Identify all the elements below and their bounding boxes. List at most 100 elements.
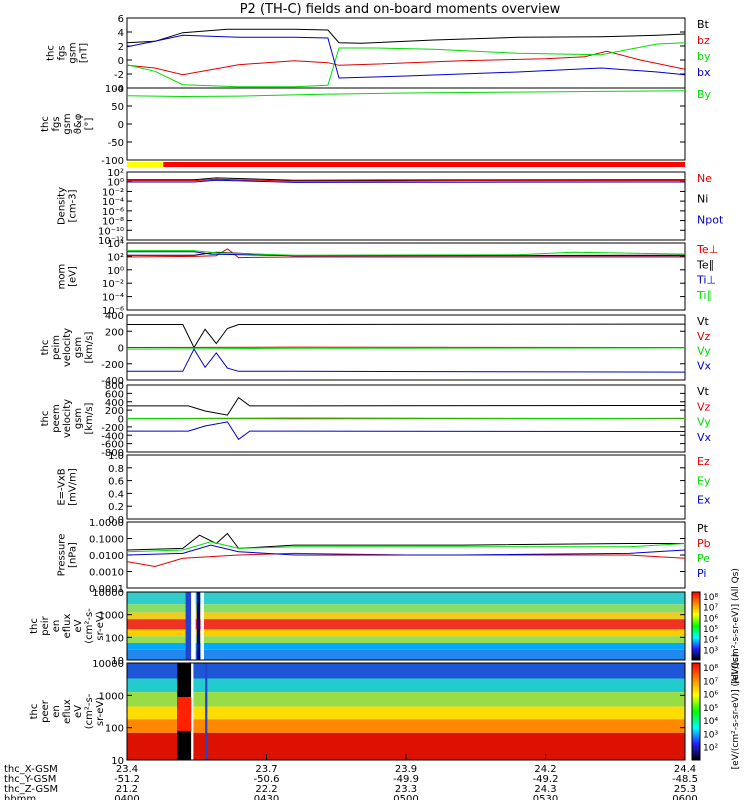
ion-spectrogram-column xyxy=(191,592,195,660)
ion-spectrogram-band xyxy=(127,619,685,629)
electron-spectrogram-ylabel: en xyxy=(51,705,62,718)
fgs-ylabel: [nT] xyxy=(79,43,90,63)
pressure-legend-Pi: Pi xyxy=(697,567,706,580)
electron-spectrogram-ytick-label: 100 xyxy=(105,724,124,735)
electron-velocity-ylabel: gsm xyxy=(73,408,84,429)
temperature-ytick-label: 10⁰ xyxy=(107,266,124,277)
colorbar-tick-label: 10⁶ xyxy=(703,614,718,624)
density-legend-Ne: Ne xyxy=(697,172,712,185)
ion-spectrogram-band xyxy=(127,612,685,619)
electron-velocity-legend-Vx: Vx xyxy=(697,431,712,444)
mode-bar-segment xyxy=(163,162,685,167)
density-legend-Ni: Ni xyxy=(697,193,708,206)
electron-velocity-legend-Vt: Vt xyxy=(697,385,710,398)
electron-spectrogram-cells xyxy=(127,663,685,760)
fgs-ytick-label: 6 xyxy=(118,14,124,25)
ion-spectrogram-ylabel: thc xyxy=(29,618,40,634)
electron-velocity-ylabel: [km/s] xyxy=(84,402,95,434)
fgs-ytick-label: 0 xyxy=(118,56,124,67)
pressure-ytick-label: 0.0100 xyxy=(89,551,124,562)
colorbar-tick-label: 10⁸ xyxy=(703,593,718,603)
colorbar-tick-label: 10⁸ xyxy=(703,664,718,674)
temperature-legend-Ti⊥: Ti⊥ xyxy=(696,274,716,287)
electron-velocity-legend-Vz: Vz xyxy=(697,400,711,413)
fgs-series-by xyxy=(127,43,685,87)
electron-spectrogram-ytick-label: 10000 xyxy=(92,659,124,670)
efield-legend-Ez: Ez xyxy=(697,455,710,468)
electron-spectrogram-column xyxy=(191,663,193,760)
x-axis-row-label: hhmm xyxy=(4,794,36,800)
colorbar-tick-label: 10³ xyxy=(703,730,718,740)
fgs-theta-ytick-label: -100 xyxy=(101,156,124,167)
electron-spectrogram-column xyxy=(205,663,207,760)
mode-bar-segment xyxy=(127,162,163,167)
fgs-ytick-label: 4 xyxy=(118,28,124,39)
ion-spectrogram-band xyxy=(127,636,685,643)
ion-spectrogram-column xyxy=(197,592,200,660)
electron-velocity-series-Vt xyxy=(127,398,685,416)
x-tick-label: 0600 xyxy=(672,794,697,800)
ion-spectrogram-band xyxy=(127,592,685,604)
electron-spectrogram-band xyxy=(127,692,685,707)
pressure-ytick-label: 1.0000 xyxy=(89,518,124,529)
electron-velocity-ylabel: peem xyxy=(51,404,62,432)
ion-velocity-ytick-label: 400 xyxy=(105,311,124,322)
ion-spectrogram-ylabel: eflux xyxy=(62,614,73,639)
temperature-legend-Te∥: Te∥ xyxy=(696,258,714,271)
electron-velocity-ylabel: thc xyxy=(40,411,51,427)
ion-spectrogram-band xyxy=(127,604,685,612)
electron-spectrogram-band xyxy=(127,707,685,720)
electron-spectrogram-ylabel: eflux xyxy=(62,699,73,724)
pressure-legend-Pe: Pe xyxy=(697,552,710,565)
ion-velocity-series-Vt xyxy=(127,324,685,347)
efield-ytick-label: 1.0 xyxy=(108,451,124,462)
colorbar-tick-label: 10⁵ xyxy=(703,625,718,635)
efield-ytick-label: 0.2 xyxy=(108,502,124,513)
electron-velocity-series-Vy xyxy=(127,418,685,419)
pressure-ylabel: Pressure xyxy=(57,534,68,577)
efield-ytick-label: 0.6 xyxy=(108,477,124,488)
ion-velocity-legend-Vy: Vy xyxy=(697,345,711,358)
density-ylabel: Density xyxy=(57,187,68,225)
efield-legend-Ex: Ex xyxy=(697,494,711,507)
electron-spectrogram-band xyxy=(127,679,685,693)
ion-spectrogram-band xyxy=(127,650,685,660)
electron-spectrogram-ylabel: thc xyxy=(29,704,40,720)
efield-ytick-label: 0.4 xyxy=(108,489,124,500)
efield-ylabel: E=-VxB xyxy=(57,468,68,505)
colorbar-tick-label: 10⁷ xyxy=(703,677,718,687)
fgs-theta-frame xyxy=(127,88,685,160)
density-ylabel: [cm-3] xyxy=(68,189,79,222)
fgs-ylabel: gsm xyxy=(68,42,79,63)
electron-velocity-ylabel: velocity xyxy=(62,399,73,438)
efield-frame xyxy=(127,455,685,519)
pressure-ytick-label: 0.0010 xyxy=(89,568,124,579)
colorbar-tick-label: 10⁷ xyxy=(703,604,718,614)
fgs-theta-ytick-label: 0 xyxy=(118,120,124,131)
temperature-ytick-label: 10⁻² xyxy=(102,279,124,290)
fgs-theta-ylabel: fgs xyxy=(51,116,62,131)
electron-spectrogram-band xyxy=(127,719,685,733)
electron-spectrogram-patch xyxy=(177,697,191,731)
colorbar-label: [eV/(cm²-s-sr-eV)] (All Qs) xyxy=(731,654,741,770)
ion-spectrogram-ylabel: sr-eV) xyxy=(95,611,106,640)
electron-spectrogram-ylabel: (cm²-s- xyxy=(84,693,95,729)
colorbar-tick-label: 10⁵ xyxy=(703,704,718,714)
electron-velocity-legend-Vy: Vy xyxy=(697,416,711,429)
electron-spectrogram-ylabel: eV xyxy=(73,705,84,718)
ion-velocity-series-Vx xyxy=(127,349,685,372)
fgs-theta-ytick-label: 50 xyxy=(111,102,124,113)
ion-velocity-ylabel: [km/s] xyxy=(84,331,95,363)
ion-velocity-ytick-label: 200 xyxy=(105,327,124,338)
ion-velocity-legend-Vx: Vx xyxy=(697,359,712,372)
ion-spectrogram-band xyxy=(127,629,685,636)
fgs-ytick-label: 2 xyxy=(118,42,124,53)
pressure-legend-Pt: Pt xyxy=(697,522,709,535)
ion-spectrogram-ytick-label: 10000 xyxy=(92,588,124,599)
electron-velocity-series-Vx xyxy=(127,422,685,440)
fgs-theta-legend-By: By xyxy=(697,88,712,101)
electron-spectrogram-ylabel: peer xyxy=(40,699,51,723)
ion-velocity-series-Vy xyxy=(127,348,685,349)
ion-velocity-legend-Vt: Vt xyxy=(697,315,710,328)
